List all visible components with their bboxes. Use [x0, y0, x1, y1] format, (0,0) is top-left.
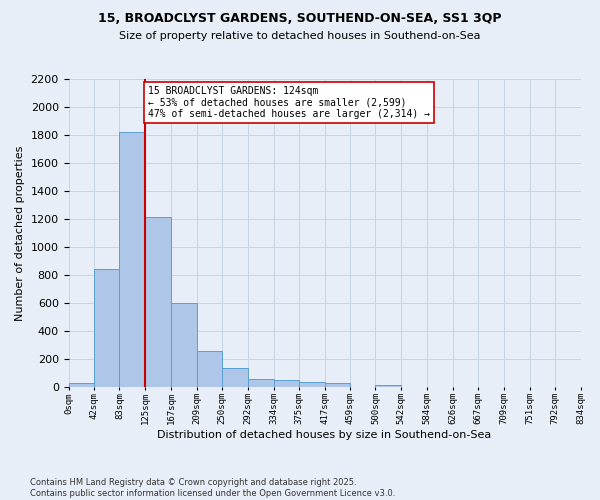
Text: 15 BROADCLYST GARDENS: 124sqm
← 53% of detached houses are smaller (2,599)
47% o: 15 BROADCLYST GARDENS: 124sqm ← 53% of d…	[148, 86, 430, 119]
Text: Size of property relative to detached houses in Southend-on-Sea: Size of property relative to detached ho…	[119, 31, 481, 41]
Bar	[119, 132, 145, 386]
Bar	[299, 382, 325, 386]
Text: Contains HM Land Registry data © Crown copyright and database right 2025.
Contai: Contains HM Land Registry data © Crown c…	[30, 478, 395, 498]
Y-axis label: Number of detached properties: Number of detached properties	[15, 145, 25, 320]
Bar	[248, 379, 274, 386]
Bar	[94, 269, 119, 386]
X-axis label: Distribution of detached houses by size in Southend-on-Sea: Distribution of detached houses by size …	[157, 430, 491, 440]
Text: 15, BROADCLYST GARDENS, SOUTHEND-ON-SEA, SS1 3QP: 15, BROADCLYST GARDENS, SOUTHEND-ON-SEA,…	[98, 12, 502, 26]
Bar	[171, 302, 197, 386]
Bar	[68, 383, 94, 386]
Bar	[197, 351, 222, 386]
Bar	[222, 368, 248, 386]
Bar	[325, 383, 350, 386]
Bar	[376, 384, 401, 386]
Bar	[274, 380, 299, 386]
Bar	[145, 218, 171, 386]
